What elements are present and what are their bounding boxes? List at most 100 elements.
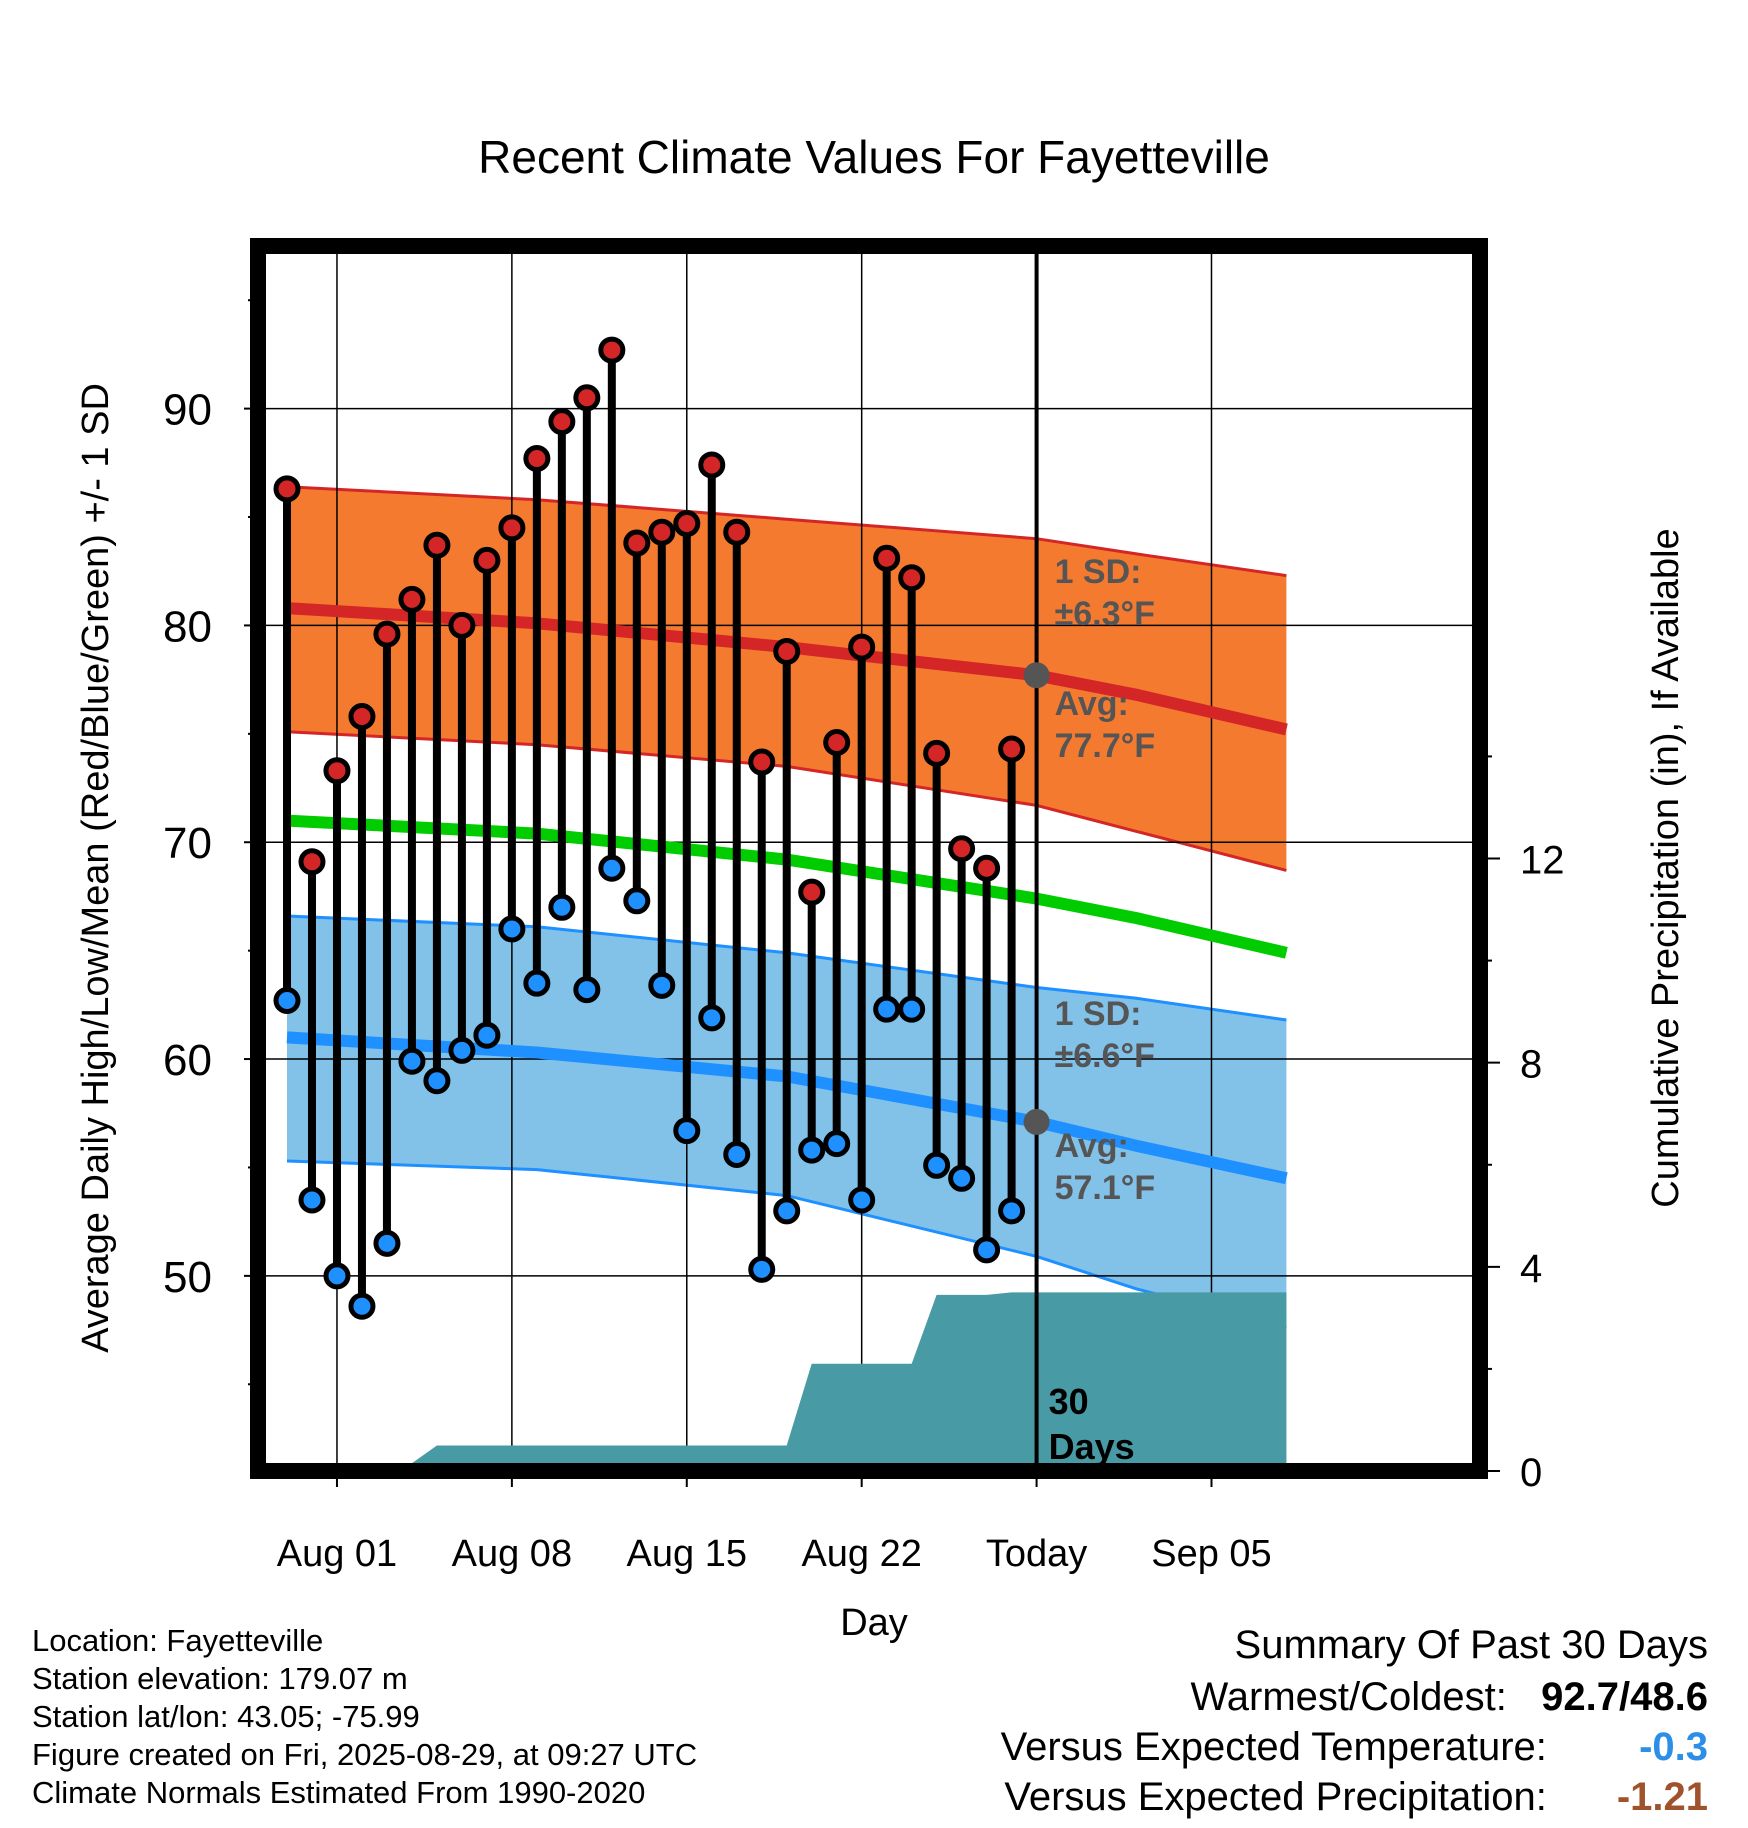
y-tick-label: 60 — [163, 1036, 212, 1085]
daily-high-marker — [798, 878, 826, 906]
daily-high-marker — [823, 729, 851, 757]
daily-high-marker — [498, 514, 526, 542]
daily-high-marker — [748, 748, 776, 776]
daily-low-marker — [473, 1021, 501, 1049]
daily-high-marker — [348, 702, 376, 730]
daily-high-marker — [473, 546, 501, 574]
y2-axis-label: Cumulative Precipitation (in), If Availa… — [1645, 528, 1687, 1207]
precip-value: -1.21 — [1616, 1775, 1708, 1819]
daily-high-marker — [973, 854, 1001, 882]
y-tick-label: 70 — [163, 819, 212, 868]
plot-frame — [250, 238, 1488, 1479]
daily-high-marker — [698, 451, 726, 479]
daily-low-marker — [723, 1140, 751, 1168]
daily-high-marker — [673, 510, 701, 538]
daily-low-marker — [948, 1164, 976, 1192]
daily-high-marker — [523, 444, 551, 472]
x-tick-label: Aug 08 — [452, 1533, 572, 1575]
daily-high-marker — [373, 620, 401, 648]
daily-low-marker — [673, 1117, 701, 1145]
daily-high-marker — [648, 518, 676, 546]
daily-high-marker — [573, 384, 601, 412]
created-text: Figure created on Fri, 2025-08-29, at 09… — [32, 1737, 698, 1772]
daily-low-marker — [648, 971, 676, 999]
today-high-avg-marker — [1023, 662, 1050, 689]
high-avg-value: 77.7°F — [1055, 727, 1156, 765]
daily-low-marker — [848, 1186, 876, 1214]
summary-temp: Versus Expected Temperature: -0.3 — [1001, 1725, 1708, 1770]
daily-low-marker — [573, 976, 601, 1004]
daily-low-marker — [823, 1130, 851, 1158]
y2-tick-label: 8 — [1520, 1043, 1542, 1087]
daily-high-marker — [948, 835, 976, 863]
normals-text: Climate Normals Estimated From 1990-2020 — [32, 1775, 646, 1810]
daily-high-marker — [848, 633, 876, 661]
daily-low-marker — [598, 854, 626, 882]
high-sd-label: 1 SD: — [1055, 553, 1142, 591]
daily-low-marker — [973, 1236, 1001, 1264]
daily-low-marker — [523, 969, 551, 997]
daily-low-marker — [273, 987, 301, 1015]
warm-cold-label: Warmest/Coldest: — [1190, 1675, 1507, 1719]
daily-low-marker — [298, 1186, 326, 1214]
x-axis-label: Day — [840, 1602, 908, 1644]
daily-low-marker — [698, 1004, 726, 1032]
daily-high-marker — [723, 518, 751, 546]
daily-high-marker — [623, 529, 651, 557]
daily-low-marker — [873, 995, 901, 1023]
daily-low-marker — [448, 1036, 476, 1064]
daily-high-marker — [998, 735, 1026, 763]
daily-high-marker — [598, 336, 626, 364]
high-sd-upper-line — [286, 485, 1287, 578]
chart-title: Recent Climate Values For Fayetteville — [478, 131, 1270, 183]
y2-tick-label: 12 — [1520, 839, 1565, 883]
elevation-text: Station elevation: 179.07 m — [32, 1661, 408, 1696]
high-avg-label: Avg: — [1055, 685, 1129, 723]
latlon-text: Station lat/lon: 43.05; -75.99 — [32, 1699, 420, 1734]
daily-low-marker — [773, 1197, 801, 1225]
low-sd-label: 1 SD: — [1055, 995, 1142, 1033]
warm-cold-value: 92.7/48.6 — [1541, 1675, 1708, 1719]
summary-title: Summary Of Past 30 Days — [1234, 1623, 1708, 1667]
x-tick-label: Sep 05 — [1151, 1533, 1271, 1575]
daily-low-marker — [373, 1229, 401, 1257]
y-tick-label: 50 — [163, 1253, 212, 1302]
today-low-avg-marker — [1023, 1108, 1050, 1135]
temp-label: Versus Expected Temperature: — [1000, 1725, 1547, 1769]
window-unit: Days — [1049, 1426, 1135, 1467]
window-count: 30 — [1049, 1381, 1089, 1422]
x-tick-label: Aug 22 — [801, 1533, 921, 1575]
footer-info: Location: Fayetteville Station elevation… — [32, 1622, 697, 1812]
low-avg-value: 57.1°F — [1055, 1169, 1156, 1207]
low-avg-label: Avg: — [1055, 1127, 1129, 1165]
y-tick-label: 90 — [163, 386, 212, 435]
temp-value: -0.3 — [1639, 1725, 1708, 1769]
precip-label: Versus Expected Precipitation: — [1004, 1775, 1547, 1819]
daily-high-marker — [548, 408, 576, 436]
daily-high-marker — [273, 475, 301, 503]
daily-high-marker — [923, 739, 951, 767]
x-tick-label: Today — [986, 1533, 1087, 1575]
daily-high-marker — [873, 544, 901, 572]
high-sd-value: ±6.3°F — [1055, 595, 1155, 633]
daily-high-marker — [423, 531, 451, 559]
plot-clip-group: 1 SD: ±6.3°F Avg: 77.7°F 1 SD: ±6.6°F Avg: 57.1… — [258, 246, 1480, 1471]
daily-low-marker — [998, 1197, 1026, 1225]
daily-low-marker — [898, 995, 926, 1023]
precip-area — [262, 1292, 1287, 1471]
daily-high-marker — [898, 564, 926, 592]
y2-tick-label: 0 — [1520, 1451, 1542, 1495]
summary-precip: Versus Expected Precipitation: -1.21 — [1004, 1775, 1708, 1820]
daily-high-marker — [398, 585, 426, 613]
daily-low-marker — [423, 1067, 451, 1095]
low-normal-line — [286, 1031, 1288, 1185]
daily-low-marker — [923, 1151, 951, 1179]
y-tick-label: 80 — [163, 602, 212, 651]
summary-warm-cold: Warmest/Coldest: 92.7/48.6 — [1191, 1675, 1709, 1720]
plot-area: 1 SD: ±6.3°F Avg: 77.7°F 1 SD: ±6.6°F Avg: 57.1… — [163, 238, 1565, 1575]
low-sd-value: ±6.6°F — [1055, 1037, 1155, 1075]
daily-high-marker — [298, 848, 326, 876]
y2-tick-label: 4 — [1520, 1247, 1542, 1291]
daily-low-marker — [498, 915, 526, 943]
